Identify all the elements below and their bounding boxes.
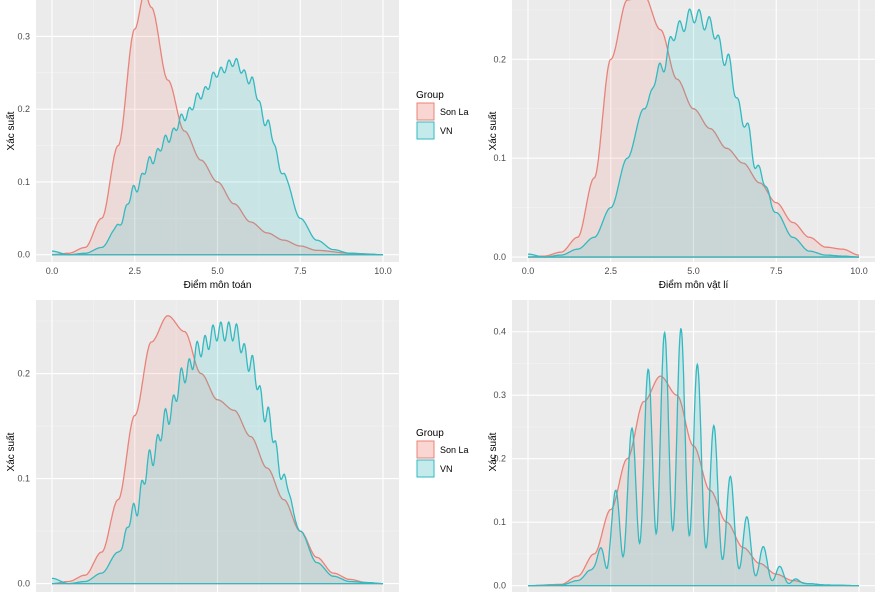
density-line-son-la [528,0,859,258]
y-axis-title: Xác suất [5,111,17,150]
x-axis-title: Điểm môn toán [184,279,252,291]
x-tick-label: 0.0 [46,266,59,276]
y-tick-label: 0.3 [17,31,30,41]
legend-label-son-la: Son La [440,107,469,117]
y-tick-label: 0.0 [493,581,506,591]
density-line-son-la [52,315,383,585]
density-area-vn [528,9,859,258]
panel-bottom-left: 0.0 0.1 0.2 Xác suất [5,300,399,592]
y-axis-title: Xác suất [487,432,499,471]
x-tick-label: 2.5 [128,266,141,276]
legend-swatch-vn [416,459,435,478]
y-axis-title: Xác suất [487,111,499,150]
x-tick-label: 7.5 [294,266,307,276]
panel-bottom-right: 0.0 0.1 0.2 0.3 0.4 Xác suất [487,300,875,592]
legend-key-son-la: Son La [416,102,469,121]
legend-label-vn: VN [440,126,453,136]
legend-title: Group [416,428,444,439]
y-tick-label: 0.0 [493,252,506,262]
density-area-vn [52,322,383,584]
legend-key-son-la: Son La [416,440,469,459]
y-axis-title: Xác suất [5,432,17,471]
x-tick-label: 7.5 [770,266,783,276]
x-tick-label: 10.0 [374,266,392,276]
y-tick-label: 0.1 [493,517,506,527]
x-tick-label: 10.0 [850,266,868,276]
panel-top-left: 0.0 0.1 0.2 0.3 0.0 2.5 5.0 7.5 10.0 Xác suất Điểm… [5,0,399,291]
density-line-vn [51,321,383,585]
x-axis-title: Điểm môn vật lí [659,279,729,291]
legend-key-vn: VN [416,121,453,140]
y-tick-label: 0.2 [17,369,30,379]
legend-label-son-la: Son La [440,445,469,455]
legend-swatch-son-la [416,440,435,459]
y-tick-label: 0.0 [17,579,30,589]
density-line-vn [528,327,859,587]
legend-bottom: Group Son La VN [416,428,469,478]
y-tick-label: 0.2 [493,454,506,464]
legend-label-vn: VN [440,464,453,474]
density-line-son-la [52,0,383,256]
y-tick-label: 0.3 [493,390,506,400]
x-tick-label: 2.5 [604,266,617,276]
density-area-son-la [52,315,383,584]
y-tick-label: 0.1 [493,153,506,163]
legend-swatch-vn [416,121,435,140]
panel-top-right: 0.0 0.1 0.2 0.0 2.5 5.0 7.5 10.0 Xác suất Điểm mô… [487,0,875,291]
x-tick-label: 5.0 [687,266,700,276]
y-tick-label: 0.1 [17,474,30,484]
legend-title: Group [416,90,444,101]
density-line-vn [52,57,383,256]
panels-layer: 0.0 0.1 0.2 0.3 0.0 2.5 5.0 7.5 10.0 Xác suất Điểm… [5,0,875,592]
density-area-son-la [528,0,859,258]
density-area-son-la [52,0,383,255]
legend-top: Group Son La VN [416,90,469,140]
density-area-vn [52,58,383,255]
density-line-vn [528,8,859,258]
x-tick-label: 0.0 [522,266,535,276]
x-tick-label: 5.0 [211,266,224,276]
y-tick-label: 0.1 [17,177,30,187]
legend-key-vn: VN [416,459,453,478]
y-tick-label: 0.4 [493,327,506,337]
y-tick-label: 0.2 [17,104,30,114]
y-tick-label: 0.2 [493,54,506,64]
legend-swatch-son-la [416,102,435,121]
y-tick-label: 0.0 [17,250,30,260]
